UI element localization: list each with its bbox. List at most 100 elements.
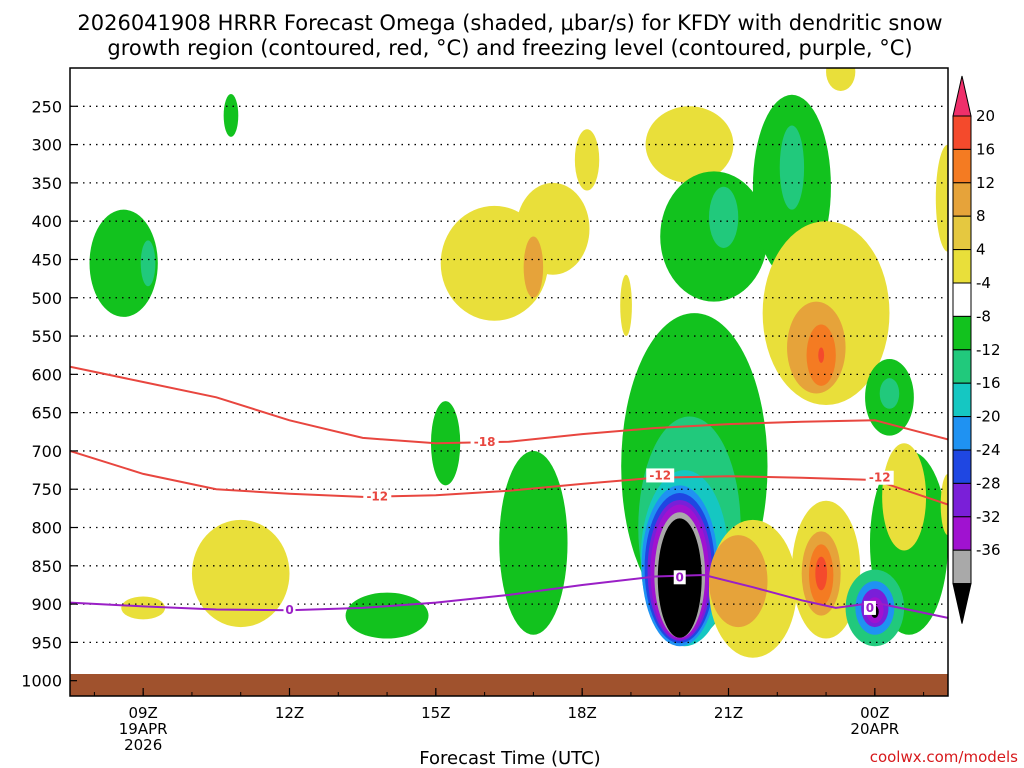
omega-region-30 bbox=[818, 347, 825, 363]
y-tick-label-950: 950 bbox=[31, 633, 62, 652]
y-tick-label-350: 350 bbox=[31, 174, 62, 193]
colorbar-label-8: -16 bbox=[976, 374, 1001, 392]
contour-extra-label-1-bg bbox=[865, 470, 894, 485]
y-tick-label-250: 250 bbox=[31, 97, 62, 116]
colorbar-label-9: -20 bbox=[976, 408, 1001, 426]
colorbar-label-5: -4 bbox=[976, 274, 991, 292]
y-tick-label-600: 600 bbox=[31, 365, 62, 384]
contour-extra-label-3: 0 bbox=[866, 601, 874, 615]
omega-region-48 bbox=[940, 473, 948, 536]
colorbar-box-0 bbox=[952, 115, 972, 150]
colorbar-top-arrow bbox=[952, 75, 972, 117]
colorbar-box-7 bbox=[952, 349, 972, 384]
omega-region-26 bbox=[779, 125, 805, 210]
omega-region-3 bbox=[121, 596, 166, 620]
contour-extra-label-1: -12 bbox=[869, 471, 891, 485]
x-tick-label-5-1: 00Z bbox=[860, 704, 889, 722]
colorbar-label-13: -36 bbox=[976, 541, 1001, 559]
omega-region-47 bbox=[935, 144, 948, 252]
colorbar-label-7: -12 bbox=[976, 341, 1001, 359]
colorbar-label-0: 20 bbox=[976, 107, 995, 125]
contour-extra-label-0: -12 bbox=[649, 468, 671, 482]
x-tick-label-0-2: 19APR bbox=[119, 720, 168, 738]
colorbar-label-12: -32 bbox=[976, 508, 1001, 526]
omega-region-46 bbox=[826, 68, 856, 91]
contour-extra-label-3-bg bbox=[863, 600, 876, 615]
colorbar-box-2 bbox=[952, 182, 972, 217]
omega-region-11 bbox=[620, 274, 632, 337]
colorbar-box-9 bbox=[952, 416, 972, 451]
y-tick-label-750: 750 bbox=[31, 480, 62, 499]
colorbar-label-10: -24 bbox=[976, 441, 1001, 459]
contour-extra-label-0-bg bbox=[646, 468, 675, 483]
colorbar-box-8 bbox=[952, 382, 972, 418]
x-tick-label-3-1: 18Z bbox=[567, 704, 596, 722]
omega-region-9 bbox=[523, 236, 544, 298]
x-tick-label-5-2: 20APR bbox=[850, 720, 899, 738]
ground-surface bbox=[70, 674, 948, 696]
contour-label-2: 0 bbox=[285, 603, 293, 617]
omega-region-43 bbox=[882, 443, 927, 551]
colorbar-bottom-arrow bbox=[952, 583, 972, 624]
x-tick-label-0-1: 09Z bbox=[128, 704, 157, 722]
chart-title-line1: 2026041908 HRRR Forecast Omega (shaded, … bbox=[77, 11, 942, 35]
colorbar-label-1: 16 bbox=[976, 140, 995, 158]
credit-text: coolwx.com/models bbox=[870, 748, 1018, 766]
y-tick-label-450: 450 bbox=[31, 250, 62, 269]
y-tick-label-800: 800 bbox=[31, 519, 62, 538]
colorbar-label-6: -8 bbox=[976, 307, 991, 325]
contour-extra-label-2-bg bbox=[673, 570, 686, 585]
omega-region-15 bbox=[708, 186, 739, 248]
contour-label-0: -18 bbox=[474, 435, 496, 449]
colorbar-label-11: -28 bbox=[976, 474, 1001, 492]
colorbar-box-3 bbox=[952, 215, 972, 251]
omega-region-45 bbox=[879, 378, 900, 409]
plot-frame bbox=[69, 67, 949, 697]
colorbar-label-4: 4 bbox=[976, 241, 986, 259]
y-tick-label-300: 300 bbox=[31, 136, 62, 155]
colorbar-box-11 bbox=[952, 482, 972, 518]
contour-layer: -18 -12 0 -12 -12 0 0 bbox=[70, 365, 948, 619]
y-tick-label-550: 550 bbox=[31, 327, 62, 346]
colorbar: 20 16 12 8 4 -4 -8 -12 -16 -20 -24 -28 -32 -36 bbox=[952, 75, 1001, 624]
contour-label-1-bg bbox=[363, 489, 392, 504]
omega-region-32 bbox=[708, 535, 768, 628]
omega-region-0 bbox=[89, 209, 158, 317]
plot-area: -18 -12 0 -12 -12 0 0 bbox=[70, 68, 948, 696]
contour-label-2-bg bbox=[283, 603, 296, 618]
y-tick-label-500: 500 bbox=[31, 289, 62, 308]
contour-line-1 bbox=[70, 449, 948, 506]
contour-label-1: -12 bbox=[366, 490, 388, 504]
colorbar-label-2: 12 bbox=[976, 174, 995, 192]
colorbar-box-12 bbox=[952, 516, 972, 551]
x-tick-label-2-1: 15Z bbox=[421, 704, 450, 722]
x-tick-label-0-3: 2026 bbox=[124, 736, 162, 754]
colorbar-box-13 bbox=[952, 549, 972, 585]
contour-line-0 bbox=[70, 365, 948, 445]
omega-region-10 bbox=[574, 129, 600, 191]
omega-region-13 bbox=[645, 106, 734, 183]
y-axis: 250 300 350 400 450 500 550 600 650 700 750 800 850 9… bbox=[21, 97, 77, 691]
x-tick-label-1-1: 12Z bbox=[275, 704, 304, 722]
colorbar-box-6 bbox=[952, 315, 972, 351]
colorbar-box-10 bbox=[952, 449, 972, 484]
omega-region-1 bbox=[140, 240, 156, 287]
y-tick-label-900: 900 bbox=[31, 595, 62, 614]
y-tick-label-650: 650 bbox=[31, 404, 62, 423]
colorbar-label-3: 8 bbox=[976, 207, 986, 225]
y-tick-label-700: 700 bbox=[31, 442, 62, 461]
colorbar-box-4 bbox=[952, 249, 972, 284]
contour-line-2 bbox=[70, 573, 948, 619]
contour-extra-label-2: 0 bbox=[676, 570, 684, 584]
omega-region-12 bbox=[499, 450, 568, 635]
omega-region-36 bbox=[815, 556, 828, 591]
colorbar-box-5 bbox=[952, 282, 972, 317]
y-tick-label-850: 850 bbox=[31, 557, 62, 576]
x-axis-title: Forecast Time (UTC) bbox=[419, 748, 600, 768]
colorbar-box-1 bbox=[952, 148, 972, 184]
omega-region-4 bbox=[191, 519, 290, 628]
y-tick-label-400: 400 bbox=[31, 212, 62, 231]
y-tick-label-1000: 1000 bbox=[21, 672, 62, 691]
